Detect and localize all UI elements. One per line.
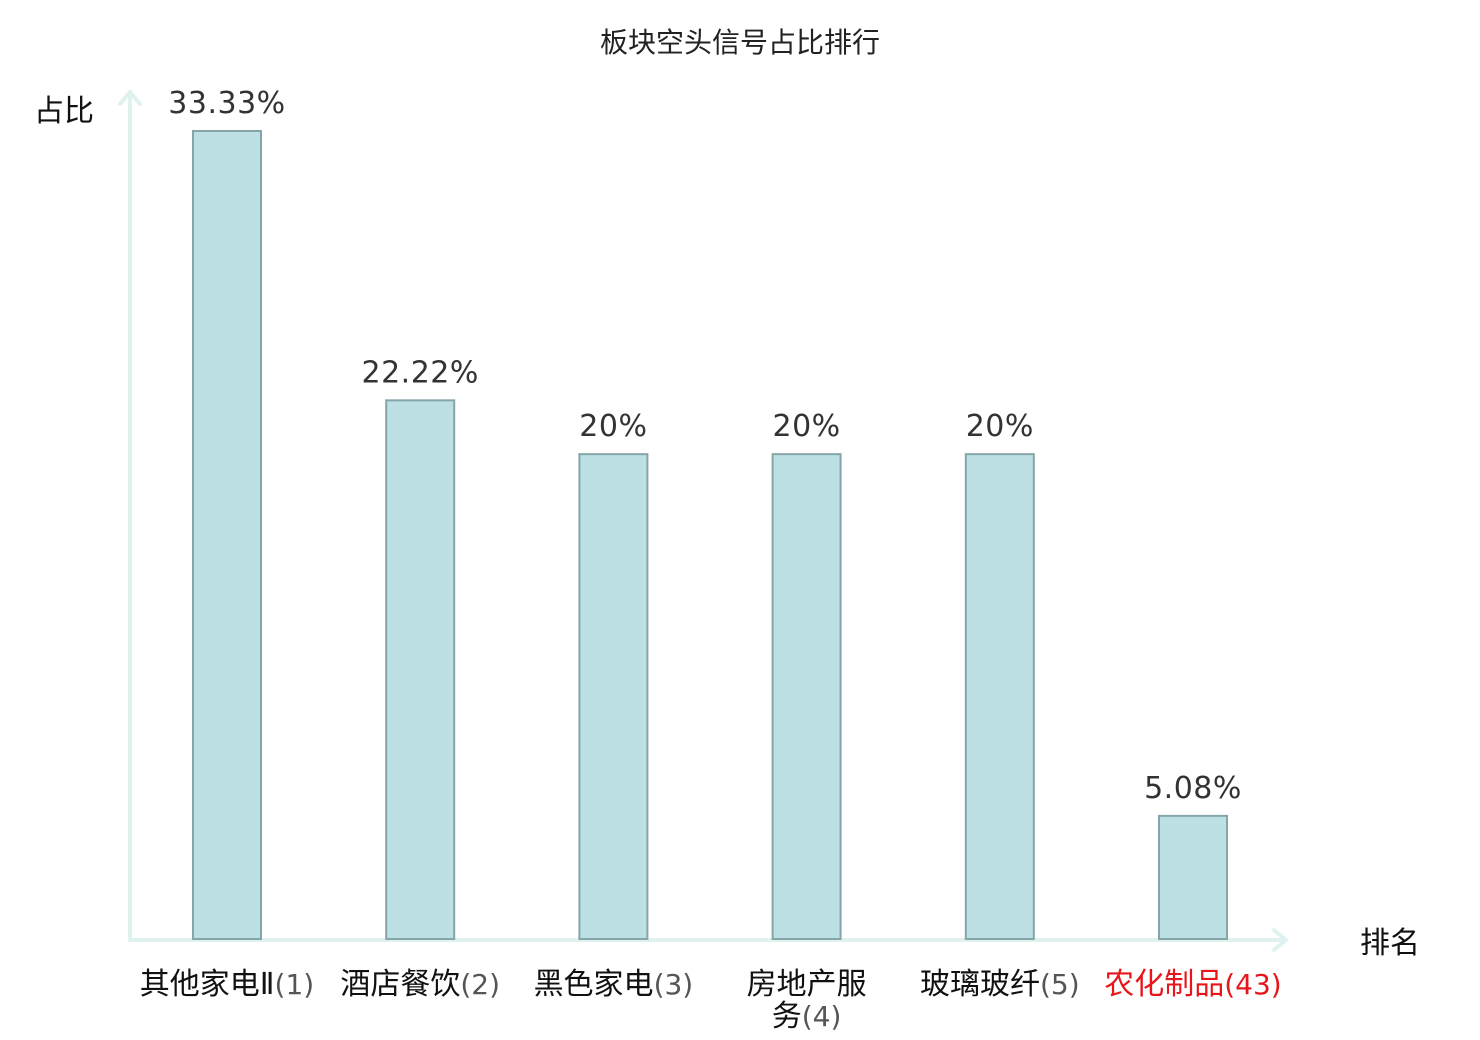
- category-name: 玻璃玻纤: [920, 967, 1040, 1002]
- chart-title: 板块空头信号占比排行: [600, 26, 880, 59]
- x-axis-label: 排名: [1360, 926, 1420, 961]
- data-label: 22.22%: [362, 355, 479, 390]
- data-label: 5.08%: [1144, 771, 1242, 806]
- svg-text:黑色家电(3): 黑色家电(3): [534, 967, 694, 1002]
- category-name: 农化制品: [1104, 967, 1224, 1002]
- svg-text:务(4): 务(4): [772, 999, 842, 1034]
- x-tick-label: 玻璃玻纤(5): [920, 967, 1080, 1002]
- y-axis-label: 占比: [34, 94, 94, 129]
- x-tick-label: 黑色家电(3): [534, 967, 694, 1002]
- y-axis: [118, 90, 142, 942]
- category-rank: (43): [1224, 968, 1281, 1001]
- category-name-line1: 房地产服: [747, 967, 867, 1002]
- data-label: 20%: [579, 409, 647, 444]
- x-tick-label: 农化制品(43): [1104, 967, 1281, 1002]
- category-rank: (2): [460, 968, 500, 1001]
- bar: [385, 399, 456, 941]
- svg-text:房地产服: 房地产服: [747, 967, 867, 1002]
- bar: [1158, 814, 1228, 941]
- bar: [578, 453, 649, 940]
- category-rank: (4): [802, 1000, 842, 1033]
- category-rank: (3): [654, 968, 694, 1001]
- x-tick-label: 其他家电Ⅱ(1): [140, 967, 314, 1002]
- svg-text:其他家电Ⅱ(1): 其他家电Ⅱ(1): [140, 967, 314, 1002]
- category-name-line2: 务: [772, 999, 802, 1034]
- data-label: 33.33%: [168, 86, 285, 121]
- category-rank: (5): [1040, 968, 1080, 1001]
- bar: [964, 453, 1035, 940]
- bar: [771, 453, 842, 940]
- bar: [192, 130, 262, 940]
- bars-group: 33.33% 其他家电Ⅱ(1) 22.22% 酒店餐饮(2) 20% 黑色家电(3) 20%…: [140, 86, 1282, 1034]
- category-rank: (1): [275, 968, 315, 1001]
- category-name: 黑色家电: [534, 967, 654, 1002]
- data-label: 20%: [773, 409, 841, 444]
- svg-text:酒店餐饮(2): 酒店餐饮(2): [340, 967, 500, 1002]
- x-tick-label: 酒店餐饮(2): [340, 967, 500, 1002]
- svg-text:农化制品(43): 农化制品(43): [1104, 967, 1281, 1002]
- svg-text:玻璃玻纤(5): 玻璃玻纤(5): [920, 967, 1080, 1002]
- category-name: 酒店餐饮: [340, 967, 460, 1002]
- category-name: 其他家电Ⅱ: [140, 967, 275, 1002]
- data-label: 20%: [966, 409, 1034, 444]
- x-axis: [128, 928, 1288, 952]
